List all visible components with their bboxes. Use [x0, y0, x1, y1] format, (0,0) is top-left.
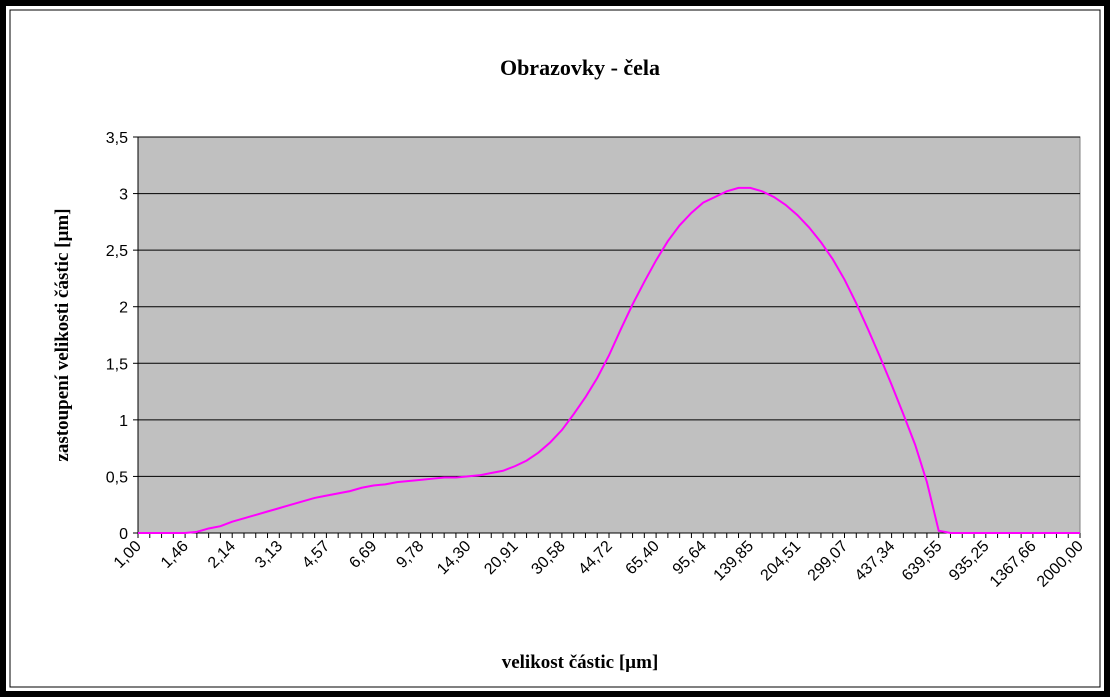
inner-frame — [9, 9, 1101, 688]
y-tick-label: 0 — [119, 526, 128, 543]
y-tick-label: 1 — [119, 413, 128, 430]
y-tick-label: 3,5 — [106, 130, 128, 147]
x-axis-label: velikost částic [µm] — [502, 652, 659, 673]
y-axis-label: zastoupení velikosti částic [µm] — [52, 208, 73, 461]
y-tick-label: 1,5 — [106, 356, 128, 373]
data-line — [138, 186, 1080, 534]
chart-title: Obrazovky - čela — [500, 55, 660, 80]
y-tick-label: 2,5 — [106, 243, 128, 260]
y-tick-label: 0,5 — [106, 469, 128, 486]
y-tick-label: 2 — [119, 300, 128, 317]
plot-area — [137, 136, 1081, 534]
y-tick-label: 3 — [119, 187, 128, 204]
